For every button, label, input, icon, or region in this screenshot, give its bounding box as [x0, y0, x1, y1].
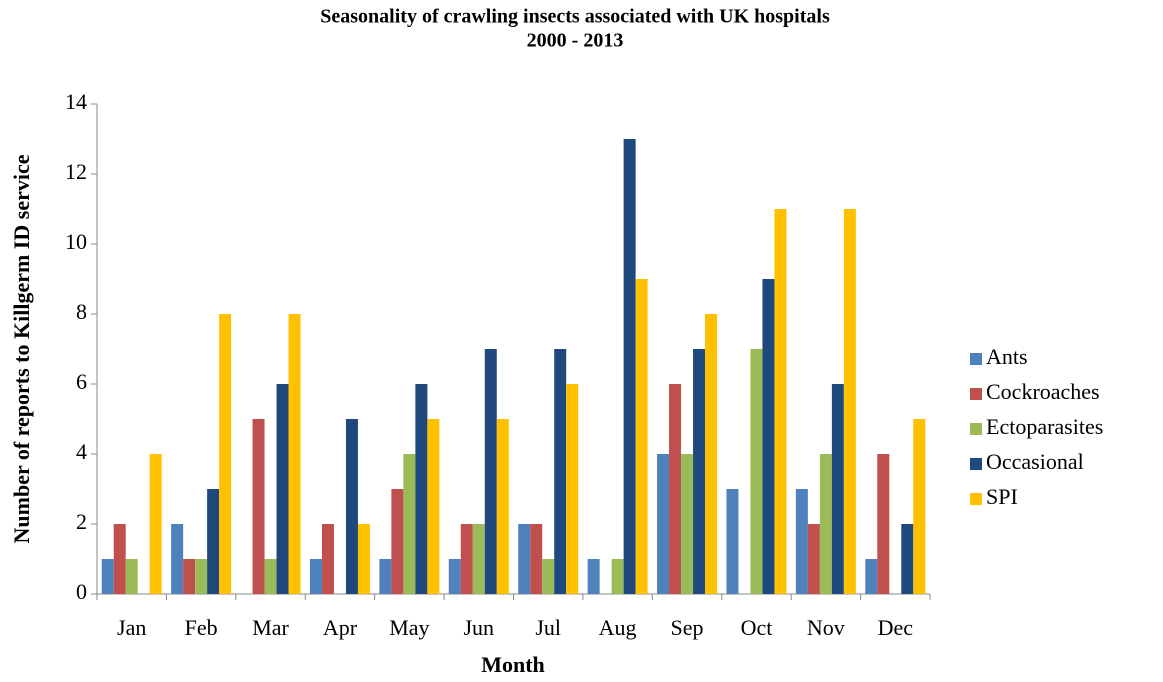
bar	[587, 559, 600, 594]
legend-swatch	[970, 388, 982, 400]
bar	[288, 314, 301, 594]
bar	[681, 454, 694, 594]
bar	[705, 314, 718, 594]
bar	[321, 524, 334, 594]
bar	[472, 524, 485, 594]
y-axis-label: Number of reports to Killgerm ID service	[9, 154, 34, 543]
y-tick-label: 8	[76, 299, 87, 324]
bar	[693, 349, 706, 594]
bar	[762, 279, 775, 594]
legend-label: SPI	[986, 484, 1018, 509]
y-tick-label: 12	[65, 159, 87, 184]
x-tick-label: Apr	[323, 615, 358, 640]
x-tick-label: Oct	[741, 615, 773, 640]
bar	[460, 524, 473, 594]
x-tick-label: Jan	[117, 615, 146, 640]
bar	[865, 559, 878, 594]
bar	[101, 559, 114, 594]
bar	[195, 559, 208, 594]
chart-title: 2000 - 2013	[527, 30, 624, 52]
legend-swatch	[970, 353, 982, 365]
legend-label: Occasional	[986, 449, 1084, 474]
y-tick-label: 10	[65, 229, 87, 254]
bar	[345, 419, 358, 594]
bar	[171, 524, 184, 594]
bar	[611, 559, 624, 594]
bar	[403, 454, 416, 594]
bar	[415, 384, 428, 594]
y-tick-label: 6	[76, 369, 87, 394]
bar	[901, 524, 914, 594]
bar	[484, 349, 497, 594]
legend-label: Ants	[986, 344, 1028, 369]
bar	[877, 454, 890, 594]
bar	[496, 419, 509, 594]
bar	[623, 139, 636, 594]
bar	[379, 559, 392, 594]
legend-swatch	[970, 423, 982, 435]
bar	[554, 349, 567, 594]
bar	[391, 489, 404, 594]
x-tick-label: Mar	[252, 615, 289, 640]
x-tick-label: Feb	[185, 615, 218, 640]
bar	[542, 559, 555, 594]
x-tick-label: Jun	[464, 615, 495, 640]
bar	[843, 209, 856, 594]
y-tick-label: 4	[76, 439, 87, 464]
y-tick-label: 14	[65, 89, 87, 114]
bar	[566, 384, 579, 594]
bar	[448, 559, 461, 594]
x-tick-label: Aug	[599, 615, 637, 640]
bar	[913, 419, 926, 594]
bar	[807, 524, 820, 594]
bar	[252, 419, 265, 594]
bar	[669, 384, 682, 594]
legend-swatch	[970, 458, 982, 470]
bar	[264, 559, 277, 594]
bar	[125, 559, 138, 594]
bar	[219, 314, 232, 594]
legend-label: Ectoparasites	[986, 414, 1103, 439]
x-tick-label: Nov	[807, 615, 845, 640]
bar	[819, 454, 832, 594]
bar	[113, 524, 126, 594]
y-tick-label: 2	[76, 509, 87, 534]
bar	[309, 559, 322, 594]
bar	[276, 384, 289, 594]
x-tick-label: May	[389, 615, 429, 640]
x-tick-label: Jul	[535, 615, 561, 640]
bar	[657, 454, 670, 594]
bar	[831, 384, 844, 594]
y-tick-label: 0	[76, 579, 87, 604]
x-axis-label: Month	[481, 652, 545, 677]
bar	[635, 279, 648, 594]
bar	[530, 524, 543, 594]
bar	[795, 489, 808, 594]
bar	[726, 489, 739, 594]
x-tick-label: Sep	[671, 615, 704, 640]
bar	[427, 419, 440, 594]
bar	[774, 209, 787, 594]
bar	[518, 524, 531, 594]
bar	[207, 489, 220, 594]
chart-title: Seasonality of crawling insects associat…	[320, 6, 830, 28]
x-tick-label: Dec	[878, 615, 914, 640]
bar	[750, 349, 763, 594]
legend-swatch	[970, 493, 982, 505]
bar	[357, 524, 370, 594]
legend-label: Cockroaches	[986, 379, 1100, 404]
bar	[183, 559, 196, 594]
bar	[149, 454, 162, 594]
